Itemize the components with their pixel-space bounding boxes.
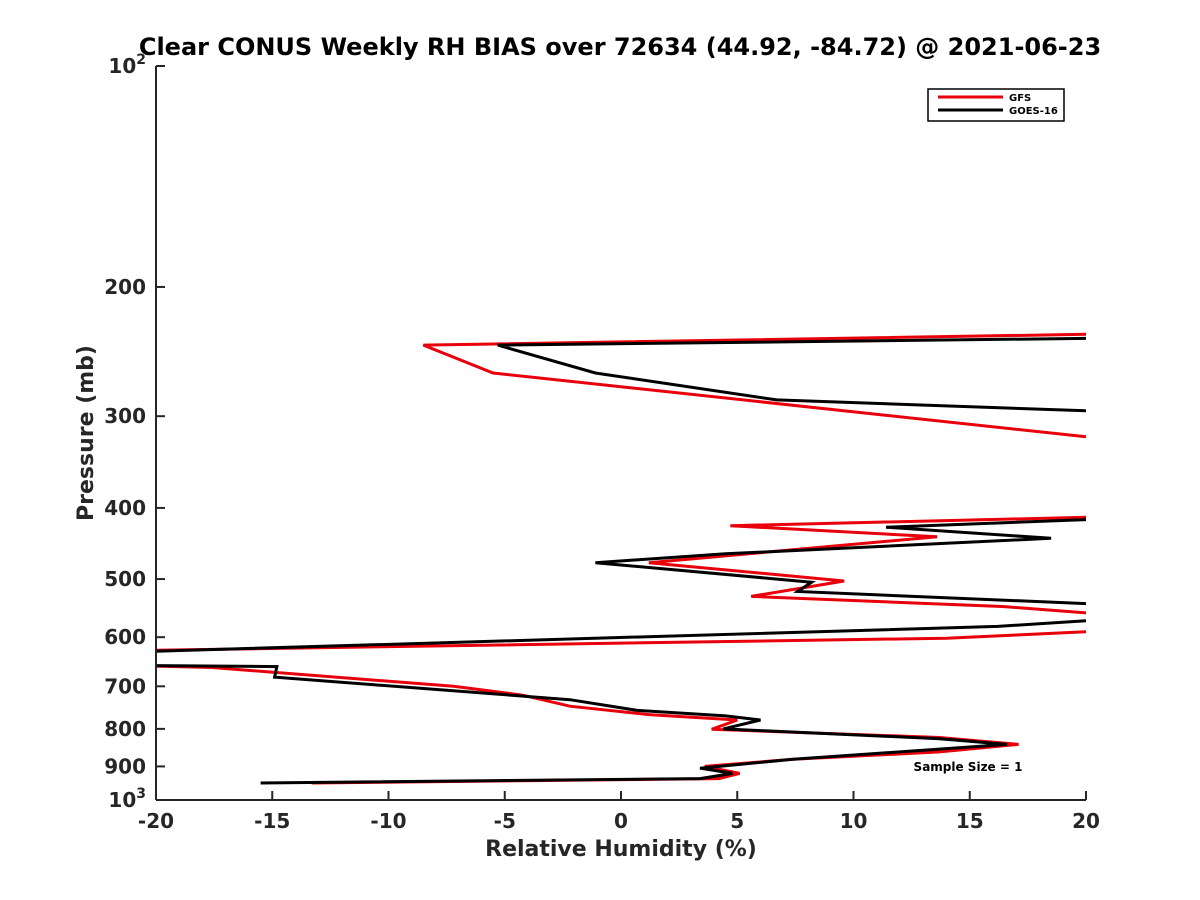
series-line-goes-16-segment-1 xyxy=(497,336,1087,413)
x-tick-label: 5 xyxy=(730,809,744,833)
x-tick-label: 10 xyxy=(840,809,868,833)
y-tick-label: 103 xyxy=(108,786,146,812)
y-tick-label: 300 xyxy=(104,404,146,428)
x-tick-label: -20 xyxy=(138,809,174,833)
y-tick-label: 200 xyxy=(104,275,146,299)
y-tick-label: 900 xyxy=(104,754,146,778)
series-line-gfs-segment-1 xyxy=(422,332,1087,439)
x-tick-label: -10 xyxy=(370,809,406,833)
series-line-goes-16-segment-2 xyxy=(595,518,1087,606)
x-tick-label: -5 xyxy=(494,809,516,833)
chart-title: Clear CONUS Weekly RH BIAS over 72634 (4… xyxy=(139,33,1101,61)
x-ticks: -20 -15 -10 -5 0 5 10 15 20 xyxy=(138,791,1100,833)
y-tick-label: 800 xyxy=(104,717,146,741)
legend-label-goes-16: GOES-16 xyxy=(1009,106,1058,117)
legend-label-gfs: GFS xyxy=(1009,93,1031,104)
legend: GFS GOES-16 xyxy=(927,88,1065,122)
sample-size-annotation: Sample Size = 1 xyxy=(914,760,1023,774)
series-line-gfs-segment-4 xyxy=(155,664,1019,785)
y-tick-label: 400 xyxy=(104,496,146,520)
y-axis-label: Pressure (mb) xyxy=(74,345,99,521)
series-line-goes-16-segment-4 xyxy=(155,664,1008,785)
series-line-gfs-segment-2 xyxy=(648,515,1087,615)
y-tick-label: 600 xyxy=(104,625,146,649)
series-line-gfs-segment-3 xyxy=(155,630,1087,652)
y-tick-label: 700 xyxy=(104,674,146,698)
series-line-goes-16-segment-3 xyxy=(155,619,1087,653)
legend-box xyxy=(927,88,1065,122)
y-tick-label: 500 xyxy=(104,567,146,591)
y-ticks: 102 200 300 400 500 600 700 800 900 103 xyxy=(104,52,165,812)
x-tick-label: 20 xyxy=(1072,809,1100,833)
y-tick-label: 102 xyxy=(108,52,146,78)
series-layer xyxy=(155,332,1087,785)
x-tick-label: 15 xyxy=(956,809,984,833)
x-tick-label: 0 xyxy=(614,809,628,833)
x-tick-label: -15 xyxy=(254,809,290,833)
x-axis-label: Relative Humidity (%) xyxy=(485,837,757,862)
axes-layer xyxy=(155,66,1086,801)
